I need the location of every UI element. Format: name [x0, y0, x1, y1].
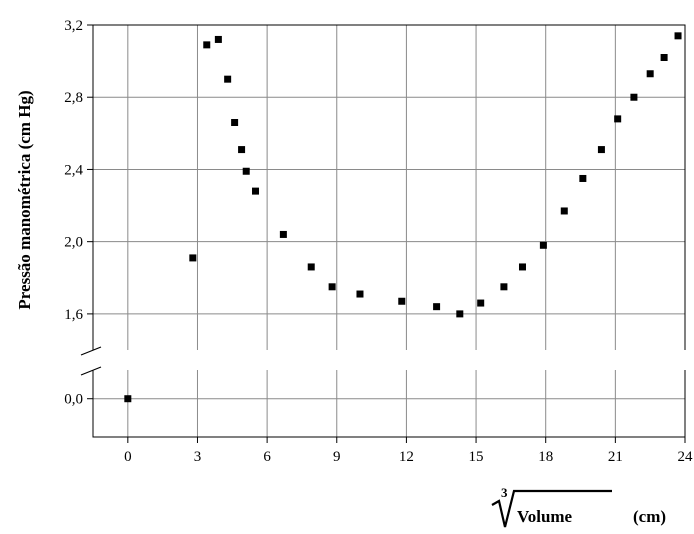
data-point [660, 54, 668, 61]
y-axis-label: Pressão manométrica (cm Hg) [15, 90, 34, 309]
data-points [124, 32, 682, 403]
y-tick-label: 2,8 [64, 90, 83, 106]
data-point [328, 283, 336, 291]
y-tick-label: 2,0 [64, 235, 83, 251]
data-point [597, 146, 605, 154]
data-point [518, 263, 526, 271]
data-point [433, 303, 441, 311]
x-axis-label-unit: (cm) [633, 507, 666, 526]
x-tick-label: 6 [263, 449, 271, 465]
data-point [614, 115, 622, 123]
cube-root-symbol [491, 489, 612, 528]
data-point [238, 146, 246, 154]
x-axis-label: 3 Volume (cm) [491, 485, 666, 528]
data-point [477, 299, 485, 307]
x-tick-label: 24 [678, 449, 694, 465]
data-point [242, 167, 250, 175]
axis-break-mark [80, 346, 102, 356]
x-axis-label-radicand: Volume [517, 507, 573, 526]
y-tick-label: 0,0 [64, 392, 83, 408]
x-tick-label: 9 [333, 449, 341, 465]
axis-break-mark [80, 366, 102, 376]
grid [93, 24, 686, 437]
data-point [279, 230, 287, 238]
x-tick-label: 3 [194, 449, 202, 465]
data-point [539, 241, 547, 249]
data-point [398, 297, 406, 305]
y-tick-label: 3,2 [64, 18, 83, 34]
axis-ticks: 1,6 2,0 2,4 2,8 3,2 0,0 0 3 6 9 12 15 18 21 24 [64, 18, 693, 465]
x-tick-label: 0 [124, 449, 132, 465]
lower-panel-frame [92, 370, 686, 438]
data-point [630, 93, 638, 101]
data-point [231, 119, 239, 126]
upper-panel-frame [92, 24, 686, 350]
data-point [203, 41, 211, 49]
data-point [456, 310, 464, 318]
data-point [560, 207, 568, 215]
data-point [252, 187, 260, 195]
y-tick-label: 1,6 [64, 307, 83, 323]
plot-frame [80, 24, 686, 438]
data-point [124, 395, 132, 403]
data-point [224, 75, 232, 83]
data-point [214, 35, 222, 43]
data-point [674, 32, 682, 40]
x-tick-label: 18 [538, 449, 553, 465]
data-point [189, 254, 197, 262]
x-axis-label-root-index: 3 [501, 485, 508, 500]
data-point [500, 283, 508, 291]
x-tick-label: 21 [608, 449, 623, 465]
data-point [646, 70, 654, 78]
x-tick-label: 15 [469, 449, 484, 465]
data-point [356, 290, 364, 298]
data-point [307, 263, 315, 271]
data-point [579, 174, 587, 182]
y-tick-label: 2,4 [64, 162, 83, 178]
x-tick-label: 12 [399, 449, 414, 465]
